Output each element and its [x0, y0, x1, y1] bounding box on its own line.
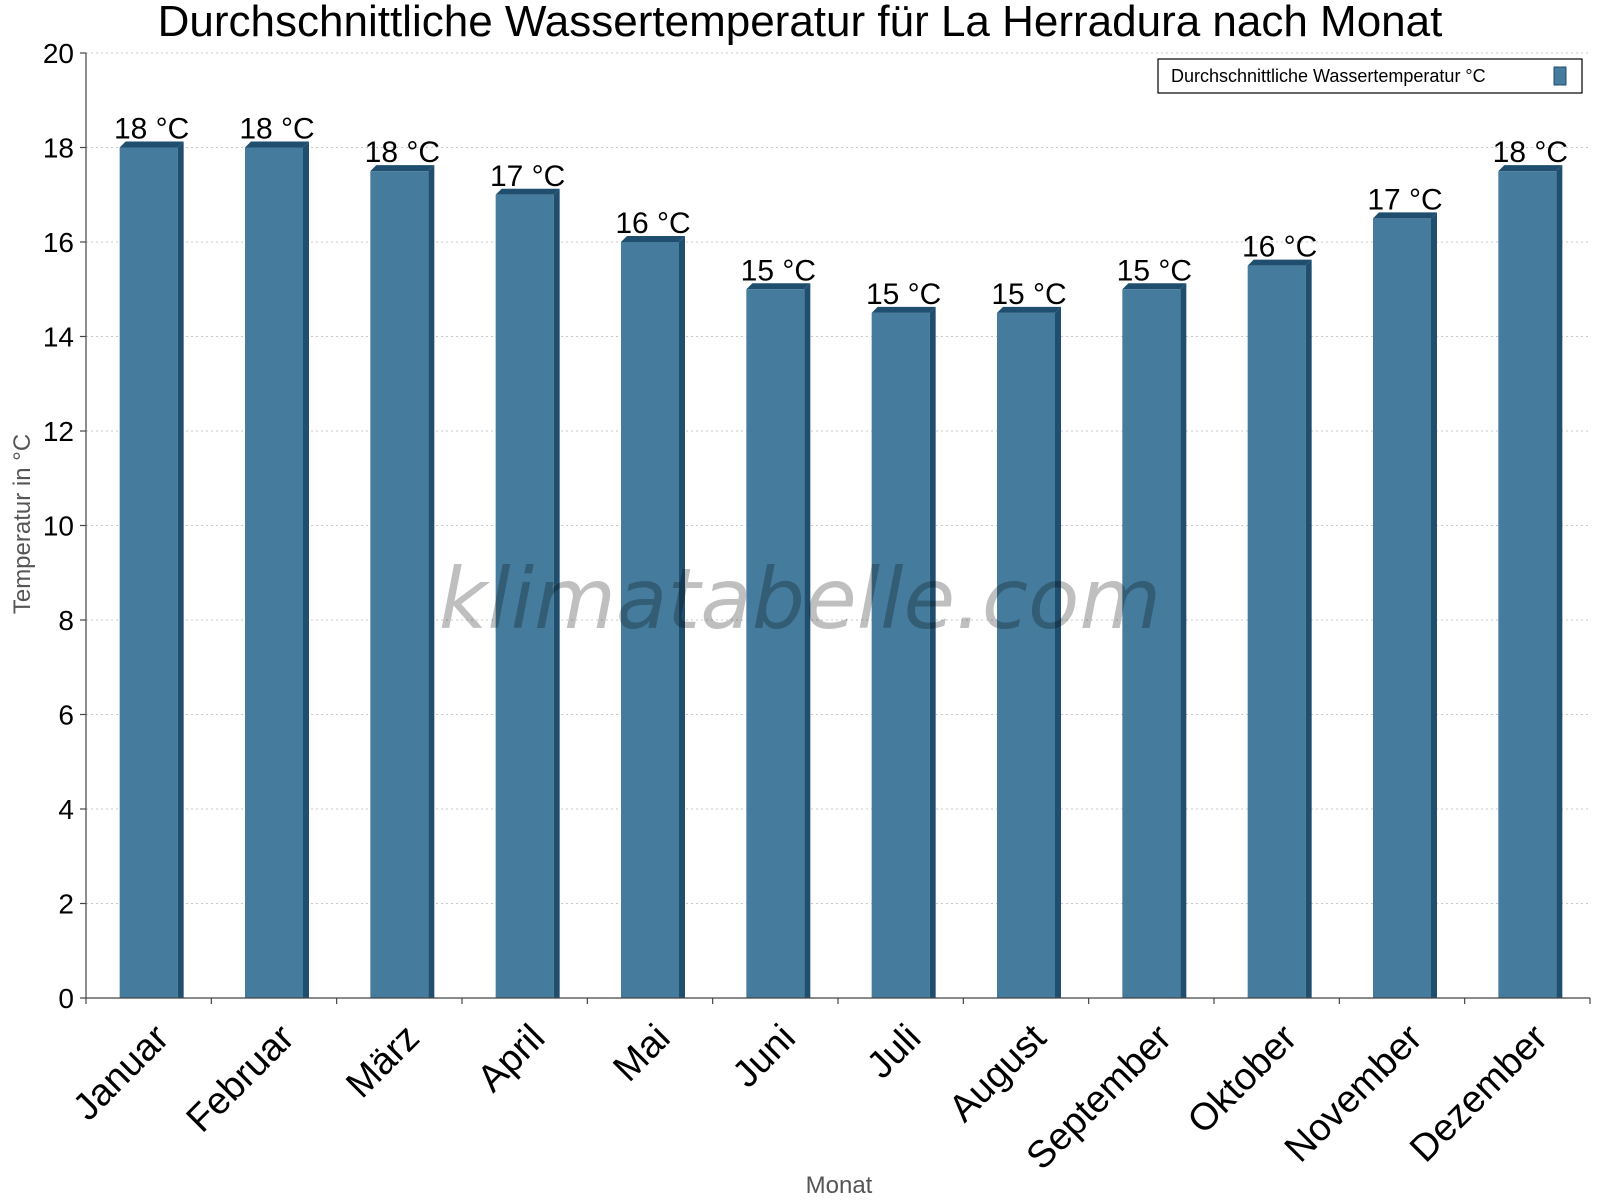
bar-front: [621, 242, 679, 998]
x-tick-label: Februar: [179, 1017, 303, 1141]
y-tick-label: 16: [43, 227, 74, 258]
bar-front: [119, 147, 178, 998]
bar-side: [177, 141, 184, 998]
bar-side: [1556, 165, 1563, 998]
legend: Durchschnittliche Wassertemperatur °C: [1157, 58, 1583, 94]
gridlines: [86, 52, 1590, 904]
data-label: 18 °C: [239, 113, 314, 146]
data-label: 17 °C: [1367, 183, 1442, 216]
bar-top: [245, 141, 309, 148]
data-label: 18 °C: [1493, 136, 1568, 169]
bar-top: [495, 188, 560, 195]
bar-top: [1498, 165, 1563, 172]
bar-juli: [871, 306, 936, 998]
bar-front: [1498, 171, 1557, 998]
y-tick-label: 20: [43, 38, 74, 69]
y-axis-label: Temperatur in °C: [9, 434, 36, 614]
x-tick-label: Mai: [606, 1017, 679, 1090]
bar-front: [1247, 265, 1306, 998]
bar-front: [1373, 218, 1431, 998]
bar-side: [1180, 283, 1187, 998]
bar-april: [495, 188, 560, 998]
bar-front: [495, 194, 554, 998]
bars: [119, 141, 1563, 998]
data-label: 16 °C: [615, 207, 690, 240]
bar-front: [370, 171, 429, 998]
bar-top: [1247, 259, 1312, 266]
x-tick-label: April: [470, 1017, 553, 1100]
x-axis-label: Monat: [806, 1172, 873, 1199]
x-tick-label: Juli: [859, 1017, 929, 1087]
bar-side: [679, 236, 685, 998]
bar-front: [997, 312, 1055, 998]
chart-title: Durchschnittliche Wassertemperatur für L…: [158, 0, 1443, 46]
legend-box: [1157, 58, 1583, 94]
bar-side: [804, 283, 811, 998]
legend-swatch: [1553, 66, 1567, 86]
y-tick-label: 14: [43, 322, 74, 353]
watermark-text: klimatabelle.com: [439, 550, 1162, 648]
bar-oktober: [1247, 259, 1312, 998]
bar-mai: [621, 236, 685, 998]
bar-side: [553, 188, 560, 998]
bar-top: [370, 165, 435, 172]
bar-top: [997, 306, 1061, 313]
bar-top: [746, 283, 811, 290]
bar-side: [303, 141, 309, 998]
legend-entry-label: Durchschnittliche Wassertemperatur °C: [1171, 66, 1486, 86]
bar-top: [1373, 212, 1437, 219]
bar-top: [119, 141, 184, 148]
y-tick-label: 4: [58, 794, 74, 825]
bar-side: [1305, 259, 1312, 998]
bar-dezember: [1498, 165, 1563, 998]
bar-juni: [746, 283, 811, 998]
bar-side: [1431, 212, 1437, 998]
bar-side: [1055, 306, 1061, 998]
data-label: 16 °C: [1242, 231, 1317, 264]
y-tick-label: 8: [58, 605, 74, 636]
x-tick-label: März: [338, 1017, 427, 1106]
bar-februar: [245, 141, 309, 998]
y-tick-label: 10: [43, 511, 74, 542]
y-tick-label: 12: [43, 416, 74, 447]
x-tick-label: Oktober: [1180, 1017, 1306, 1143]
bar-januar: [119, 141, 184, 998]
data-label: 15 °C: [741, 254, 816, 287]
bar-top: [621, 236, 685, 242]
bar-august: [997, 306, 1061, 998]
bar-front: [245, 147, 303, 998]
data-label: 15 °C: [991, 278, 1066, 311]
bar-top: [871, 306, 936, 313]
data-label: 18 °C: [114, 113, 189, 146]
bar-front: [871, 312, 930, 998]
x-tick-label: Dezember: [1402, 1017, 1556, 1171]
data-labels: 18 °C 18 °C 18 °C 17 °C 16 °C 15 °C 15 °C 15 °C…: [114, 113, 1568, 311]
y-tick-label: 6: [58, 700, 74, 731]
data-label: 18 °C: [365, 136, 440, 169]
x-tick-label: Juni: [725, 1017, 804, 1096]
x-tick-label: Januar: [65, 1017, 177, 1129]
data-label: 15 °C: [866, 278, 941, 311]
bar-top: [1122, 283, 1187, 290]
bar-november: [1373, 212, 1437, 998]
bar-september: [1122, 283, 1187, 998]
y-tick-label: 2: [58, 889, 74, 920]
bar-front: [746, 289, 805, 998]
bar-front: [1122, 289, 1181, 998]
y-tick-label: 18: [43, 133, 74, 164]
y-tick-label: 0: [58, 983, 74, 1014]
data-label: 17 °C: [490, 160, 565, 193]
bar-side: [428, 165, 435, 998]
bar-märz: [370, 165, 435, 998]
x-tick-label: August: [941, 1017, 1055, 1131]
data-label: 15 °C: [1117, 254, 1192, 287]
bar-side: [929, 306, 936, 998]
